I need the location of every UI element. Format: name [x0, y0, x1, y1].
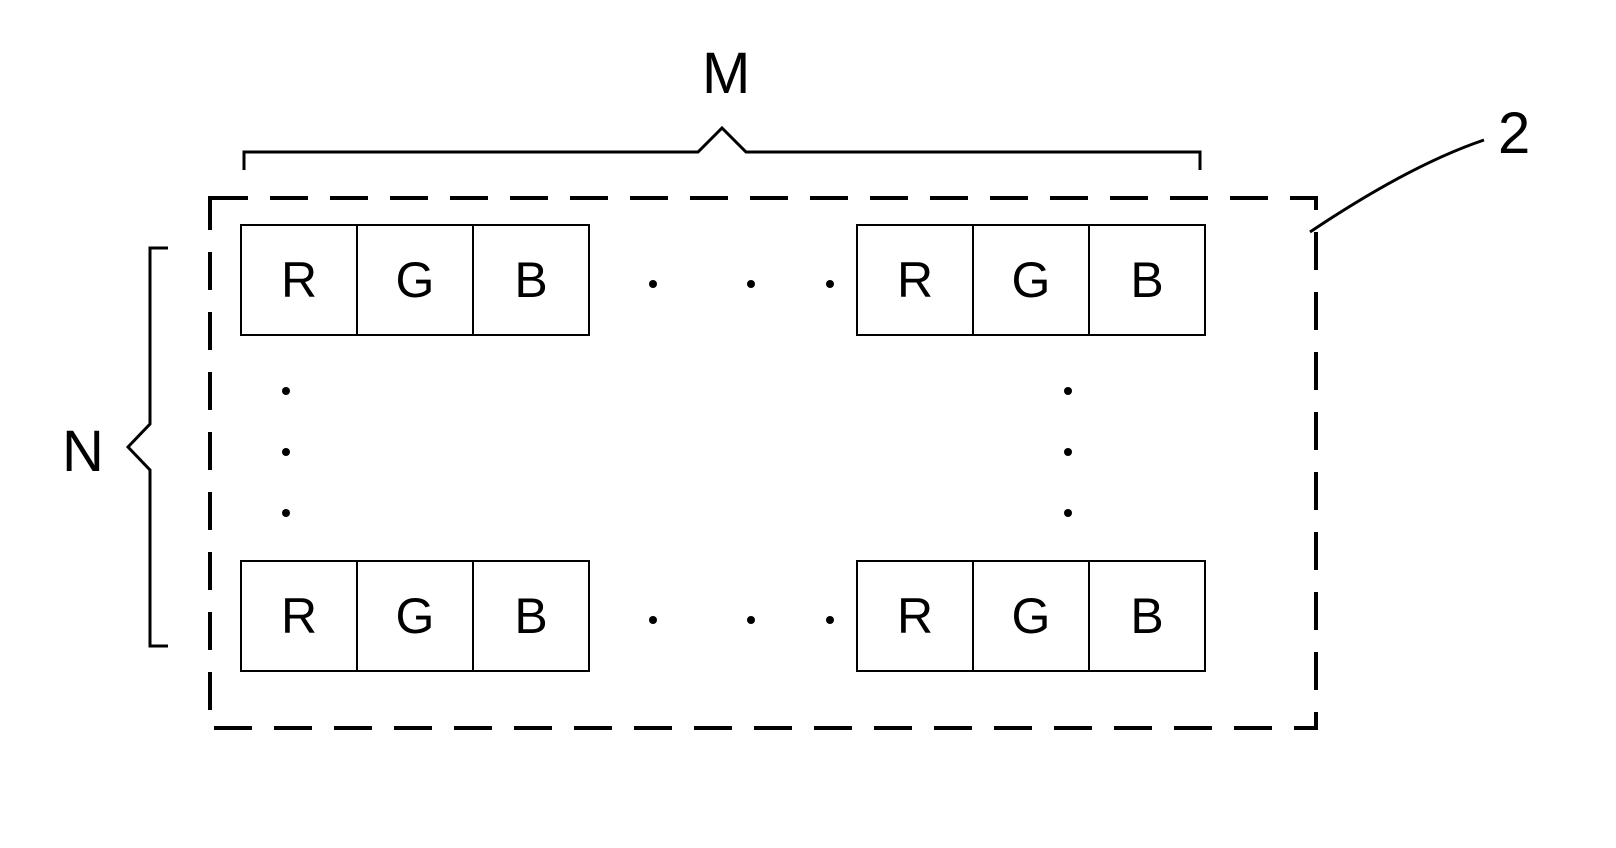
pixel-group-bottom-right: R G B — [856, 560, 1206, 672]
pixel-group-top-right: R G B — [856, 224, 1206, 336]
rgb-pixel-array-diagram: M N 2 R G B R G B R G B R G B — [0, 0, 1616, 848]
ellipsis-dot — [1064, 448, 1072, 456]
pixel-cell-b: B — [472, 224, 590, 336]
pixel-cell-b: B — [472, 560, 590, 672]
dashed-box-svg — [0, 0, 1616, 848]
ellipsis-dot — [282, 387, 290, 395]
pixel-cell-g: G — [972, 224, 1090, 336]
ellipsis-dot — [282, 448, 290, 456]
pixel-group-top-left: R G B — [240, 224, 590, 336]
pixel-cell-r: R — [240, 560, 358, 672]
ellipsis-dot — [1064, 387, 1072, 395]
pixel-cell-g: G — [356, 224, 474, 336]
ellipsis-dot — [649, 616, 657, 624]
pixel-group-bottom-left: R G B — [240, 560, 590, 672]
pixel-cell-r: R — [240, 224, 358, 336]
ellipsis-dot — [1064, 509, 1072, 517]
pixel-cell-b: B — [1088, 224, 1206, 336]
ellipsis-dot — [649, 280, 657, 288]
pixel-cell-g: G — [356, 560, 474, 672]
pixel-cell-g: G — [972, 560, 1090, 672]
ellipsis-dot — [747, 616, 755, 624]
ellipsis-dot — [826, 280, 834, 288]
pixel-cell-r: R — [856, 224, 974, 336]
ellipsis-dot — [826, 616, 834, 624]
pixel-cell-b: B — [1088, 560, 1206, 672]
ellipsis-dot — [282, 509, 290, 517]
pixel-cell-r: R — [856, 560, 974, 672]
ellipsis-dot — [747, 280, 755, 288]
